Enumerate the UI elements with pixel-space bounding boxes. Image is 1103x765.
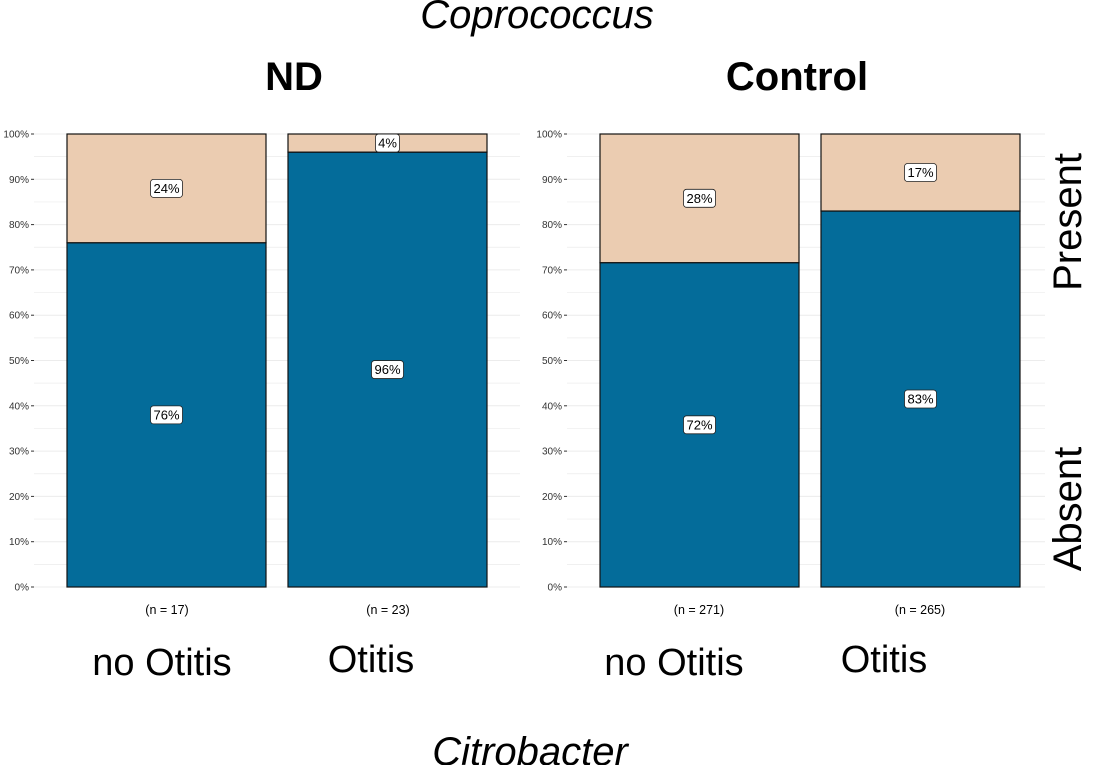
y-tick-label: 50%: [9, 356, 29, 367]
chart-title: Coprococcus: [420, 0, 653, 37]
y-tick-label: 30%: [542, 447, 562, 458]
data-label-box: [683, 415, 716, 435]
data-label: 4%: [378, 136, 397, 151]
y-tick-label: 50%: [542, 356, 562, 367]
y-tick-label: 90%: [542, 175, 562, 186]
panel-title: ND: [265, 55, 323, 99]
y-tick-label: 70%: [9, 265, 29, 276]
y-tick-label: 0%: [15, 583, 30, 594]
y-tick-label: 80%: [542, 220, 562, 231]
y-tick-label: 40%: [542, 401, 562, 412]
x-category-label: Otitis: [841, 639, 928, 681]
sample-count: (n = 17): [145, 603, 188, 617]
y-tick-label: 90%: [9, 175, 29, 186]
y-tick-label: 10%: [542, 537, 562, 548]
data-label-box: [150, 405, 183, 425]
panel-title: Control: [726, 55, 868, 99]
y-tick-label: 70%: [542, 265, 562, 276]
sample-count: (n = 265): [895, 603, 945, 617]
data-label: 96%: [374, 362, 400, 377]
data-label: 76%: [153, 407, 179, 422]
y-tick-label: 100%: [536, 130, 562, 141]
data-label: 83%: [907, 392, 933, 407]
x-category-label: no Otitis: [604, 642, 743, 684]
data-label-box: [371, 360, 404, 379]
y-tick-label: 0%: [548, 583, 563, 594]
y-tick-label: 60%: [542, 311, 562, 322]
row-label-absent: Absent: [1046, 447, 1090, 572]
y-tick-label: 60%: [9, 311, 29, 322]
y-tick-label: 100%: [3, 130, 29, 141]
y-tick-label: 30%: [9, 447, 29, 458]
y-tick-label: 20%: [542, 492, 562, 503]
y-tick-label: 10%: [9, 537, 29, 548]
data-label: 28%: [686, 191, 712, 206]
y-tick-label: 20%: [9, 492, 29, 503]
y-tick-label: 80%: [9, 220, 29, 231]
sample-count: (n = 23): [366, 603, 409, 617]
sample-count: (n = 271): [674, 603, 724, 617]
chart-footer-title: Citrobacter: [432, 730, 629, 765]
data-label: 17%: [907, 165, 933, 180]
data-label: 24%: [153, 181, 179, 196]
data-label-box: [904, 389, 937, 409]
data-label-box: [683, 188, 716, 208]
data-label-box: [375, 133, 400, 153]
x-category-label: no Otitis: [92, 642, 231, 684]
data-label-box: [150, 178, 183, 198]
data-label-box: [904, 163, 937, 182]
data-label: 72%: [686, 417, 712, 432]
x-category-label: Otitis: [328, 639, 415, 681]
row-label-present: Present: [1046, 153, 1090, 291]
y-tick-label: 40%: [9, 401, 29, 412]
